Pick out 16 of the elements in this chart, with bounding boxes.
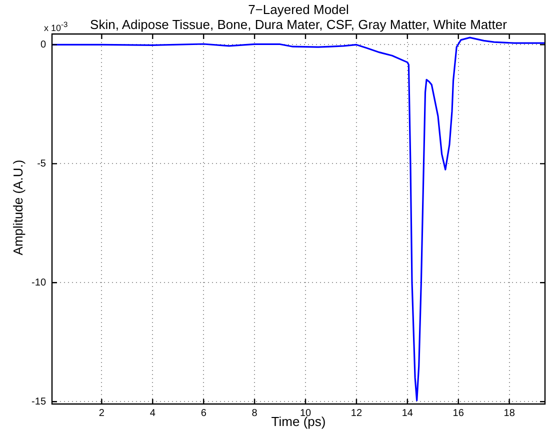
chart-title: 7−Layered Model (248, 2, 349, 17)
x-tick-label: 12 (350, 408, 362, 419)
y-axis-title: Amplitude (A.U.) (10, 158, 26, 258)
x-tick-label: 16 (452, 408, 464, 419)
y-tick-label: 0 (40, 39, 46, 50)
x-tick-label: 8 (252, 408, 258, 419)
x-tick-label: 2 (98, 408, 105, 419)
text: x 10$^{-3}$ (44, 20, 68, 33)
x-tick-label: 4 (150, 408, 156, 419)
y-tick-label: -10 (32, 277, 46, 288)
y-tick-label: -5 (37, 158, 46, 170)
x-tick-label: 14 (402, 408, 414, 419)
y-tick-label: -15 (32, 396, 46, 408)
chart-subtitle: Skin, Adipose Tissue, Bone, Dura Mater, CSF, Gray Matter, White Matter (90, 17, 507, 32)
x-tick-label: 6 (200, 408, 207, 419)
x-tick-label: 18 (504, 408, 516, 419)
